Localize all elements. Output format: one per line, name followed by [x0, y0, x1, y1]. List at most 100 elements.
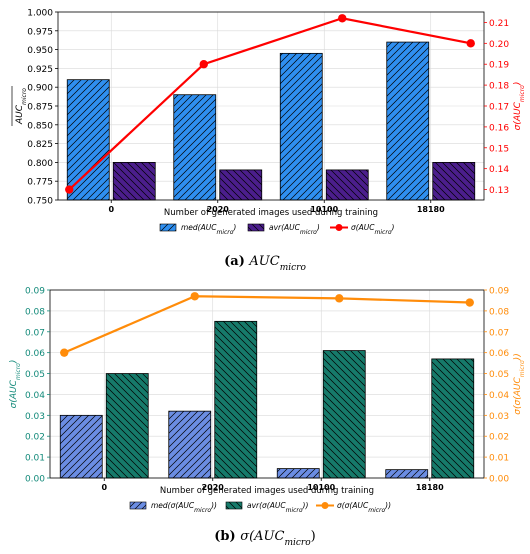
y-tick-label-left: 0.900	[27, 84, 53, 94]
y-tick-label-right: 0.15	[489, 144, 509, 154]
y-axis-label-right: σ(σ(AUCmicro))	[513, 353, 526, 414]
y-tick-label-right: 0.20	[489, 40, 509, 50]
y-tick-label-right: 0.03	[489, 412, 509, 422]
y-tick-label-left: 0.05	[25, 370, 45, 380]
chart-panel-b: 0.00 0.01 0.02 0.03 0.04 0.05 0.06 0.07 0.08 0.09…	[9, 287, 526, 549]
y-tick-label-right: 0.02	[489, 433, 509, 443]
point-sigma-2020	[199, 60, 208, 69]
x-tick-label-10100: 10100	[307, 483, 335, 492]
y-tick-label-left: 0.02	[25, 433, 45, 443]
bar-hatch	[173, 94, 216, 200]
y-tick-label-right: 0.05	[489, 370, 509, 380]
point-sigma-0	[60, 348, 69, 357]
bar-hatch	[277, 468, 320, 478]
y-tick-label-left: 0.925	[27, 65, 53, 75]
y-tick-label-right: 0.01	[489, 454, 509, 464]
y-tick-label-left: 0.07	[25, 328, 45, 338]
legend-marker	[335, 224, 343, 231]
y-axis-label-right: σ(AUCmicro)	[513, 82, 526, 131]
y-axis-label-left-text: AUCmicro	[15, 88, 28, 125]
y-tick-label-right: 0.14	[489, 165, 509, 175]
x-tick-label-2020: 2020	[207, 205, 230, 214]
y-tick-label-left: 0.875	[27, 103, 53, 113]
legend-label-0: med(σ(AUCmicro))	[151, 501, 217, 514]
point-sigma-10100	[338, 14, 347, 23]
y-axis-label-left: σ(AUCmicro)	[9, 360, 22, 409]
y-tick-label-right: 0.09	[489, 287, 509, 297]
point-sigma-18180	[465, 298, 474, 307]
y-tick-label-right: 0.08	[489, 307, 509, 317]
x-tick-label-0: 0	[101, 483, 107, 492]
y-tick-label-right: 0.04	[489, 391, 509, 401]
point-sigma-10100	[335, 294, 344, 303]
point-sigma-0	[65, 185, 74, 194]
y-tick-label-left: 0.750	[27, 197, 53, 207]
bar-hatch	[214, 321, 257, 478]
y-axis-label-right-text: σ(σ(AUCmicro))	[513, 353, 526, 414]
y-tick-label-right: 0.13	[489, 186, 509, 196]
series-line-sigma	[63, 295, 470, 354]
y-tick-label-left: 0.06	[25, 349, 45, 359]
legend-swatch-hatch	[248, 224, 264, 231]
y-tick-label-left: 0.01	[25, 454, 45, 464]
legend-label-2: σ(σ(AUCmicro))	[337, 501, 391, 514]
bar-hatch	[431, 358, 474, 478]
y-tick-label-left: 0.09	[25, 287, 45, 297]
y-tick-label-left: 0.950	[27, 46, 53, 56]
bar-hatch	[168, 411, 211, 478]
x-tick-label-0: 0	[108, 205, 114, 214]
legend-label-1: avr(σ(AUCmicro))	[247, 501, 308, 514]
bar-hatch	[385, 469, 428, 478]
chart-panel-a: 0.750 0.775 0.800 0.825 0.850 0.875 0.900 0.925…	[11, 9, 526, 273]
y-tick-label-right: 0.18	[489, 82, 509, 92]
bar-hatch	[60, 415, 103, 478]
bar-hatch	[432, 162, 475, 200]
bar-hatch	[326, 169, 369, 200]
x-axis-label: Number of generated images used during t…	[164, 208, 378, 218]
bar-hatch	[106, 373, 149, 478]
bar-hatch	[113, 162, 156, 200]
y-tick-label-left: 0.850	[27, 121, 53, 131]
x-tick-label-18180: 18180	[417, 205, 445, 214]
y-tick-label-left: 0.800	[27, 159, 53, 169]
y-tick-label-left: 0.03	[25, 412, 45, 422]
legend-swatch-hatch	[226, 502, 242, 509]
y-tick-label-left: 1.000	[27, 9, 53, 19]
x-tick-label-18180: 18180	[416, 483, 444, 492]
y-axis-label-left-text: σ(AUCmicro)	[9, 360, 22, 409]
bar-hatch	[280, 53, 323, 200]
legend-label-1: avr(AUCmicro)	[269, 223, 320, 236]
y-tick-label-left: 0.08	[25, 307, 45, 317]
bar-hatch	[219, 169, 262, 200]
bar-hatch	[323, 350, 366, 478]
series-line-sigma	[68, 17, 471, 191]
y-tick-label-left: 0.775	[27, 178, 53, 188]
panel-caption: (a) AUCmicro	[224, 254, 306, 273]
y-tick-label-right: 0.07	[489, 328, 509, 338]
x-tick-label-2020: 2020	[202, 483, 225, 492]
y-tick-label-right: 0.00	[489, 475, 509, 485]
y-tick-label-right: 0.21	[489, 19, 509, 29]
y-tick-label-right: 0.19	[489, 61, 509, 71]
legend-swatch-hatch	[160, 224, 176, 231]
y-tick-label-left: 0.975	[27, 27, 53, 37]
bar-hatch	[386, 42, 429, 200]
y-axis-label-right-text: σ(AUCmicro)	[513, 82, 526, 131]
x-tick-label-10100: 10100	[310, 205, 338, 214]
plot-frame	[49, 289, 485, 479]
legend-label-2: σ(AUCmicro)	[351, 223, 395, 236]
y-tick-label-right: 0.06	[489, 349, 509, 359]
y-axis-label-left: AUCmicro	[11, 86, 28, 126]
y-tick-label-left: 0.04	[25, 391, 45, 401]
legend-swatch-hatch	[130, 502, 146, 509]
legend-label-0: med(AUCmicro)	[181, 223, 236, 236]
point-sigma-2020	[190, 292, 199, 301]
bar-hatch	[67, 79, 110, 200]
y-tick-label-left: 0.825	[27, 140, 53, 150]
legend-marker	[321, 502, 329, 509]
point-sigma-18180	[466, 39, 475, 48]
y-tick-label-left: 0.00	[25, 475, 45, 485]
panel-caption: (b) σ(AUCmicro)	[214, 529, 315, 548]
